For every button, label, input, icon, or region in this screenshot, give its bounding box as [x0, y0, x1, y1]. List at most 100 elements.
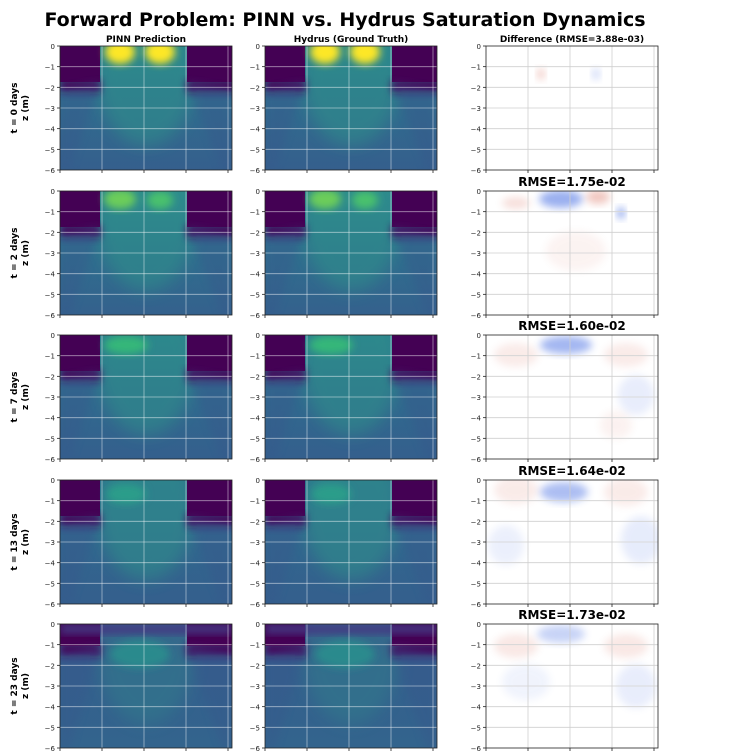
rmse-title: RMSE=1.60e-02 [518, 319, 626, 333]
y-tick-label: −2 [45, 662, 55, 670]
y-tick-label: −2 [45, 373, 55, 381]
y-tick-label: 0 [51, 43, 55, 51]
y-tick-label: −4 [45, 126, 56, 134]
y-tick-label: 0 [51, 477, 55, 485]
y-tick-label: −6 [45, 456, 56, 464]
y-tick-label: −3 [45, 250, 55, 258]
heatmap-field [265, 191, 437, 315]
y-tick-label: −3 [250, 683, 260, 691]
difference-field [486, 480, 658, 604]
y-tick-label: 0 [477, 332, 481, 340]
y-tick-label: −5 [471, 435, 481, 443]
y-tick-label: −6 [45, 601, 56, 609]
y-tick-label: −3 [45, 683, 55, 691]
y-tick-label: −2 [471, 662, 481, 670]
y-tick-label: −2 [250, 84, 260, 92]
y-tick-label: −4 [471, 271, 482, 279]
row-label: t = 13 days [10, 513, 20, 570]
y-tick-label: −1 [471, 64, 481, 72]
y-tick-label: −1 [45, 209, 55, 217]
y-tick-label: −4 [471, 704, 482, 712]
y-tick-label: −3 [250, 105, 260, 113]
y-tick-label: 0 [477, 477, 481, 485]
y-tick-label: −5 [250, 146, 260, 154]
y-axis-label: z (m) [21, 95, 31, 121]
y-tick-label: −3 [45, 105, 55, 113]
y-tick-label: 0 [256, 332, 260, 340]
figure-title: Forward Problem: PINN vs. Hydrus Saturat… [44, 9, 646, 31]
y-tick-label: 0 [256, 477, 260, 485]
y-tick-label: −4 [471, 415, 482, 423]
y-tick-label: −1 [250, 498, 260, 506]
y-tick-label: −1 [250, 64, 260, 72]
row-label: t = 23 days [10, 657, 20, 714]
y-tick-label: −5 [45, 580, 55, 588]
y-tick-label: −5 [45, 146, 55, 154]
y-tick-label: −2 [250, 662, 260, 670]
y-tick-label: 0 [256, 621, 260, 629]
heatmap-field [265, 480, 437, 604]
column-title: PINN Prediction [106, 35, 186, 45]
y-tick-label: −6 [250, 745, 261, 753]
y-tick-label: −6 [250, 456, 261, 464]
y-tick-label: −1 [471, 209, 481, 217]
y-tick-label: −1 [471, 353, 481, 361]
y-tick-label: −5 [45, 291, 55, 299]
heatmap-field [60, 624, 232, 748]
y-tick-label: −6 [471, 456, 482, 464]
heatmap-field [60, 335, 232, 459]
row-label: t = 7 days [10, 372, 20, 423]
y-tick-label: −2 [45, 229, 55, 237]
y-tick-label: −5 [471, 146, 481, 154]
y-tick-label: −1 [45, 498, 55, 506]
y-tick-label: −6 [45, 312, 56, 320]
y-tick-label: −6 [250, 167, 261, 175]
column-title: Difference (RMSE=3.88e-03) [500, 35, 644, 45]
y-tick-label: −6 [45, 745, 56, 753]
rmse-title: RMSE=1.64e-02 [518, 464, 626, 478]
y-tick-label: 0 [477, 188, 481, 196]
y-tick-label: −2 [250, 229, 260, 237]
y-tick-label: −5 [471, 724, 481, 732]
heatmap-field [265, 624, 437, 748]
heatmap-field [265, 335, 437, 459]
y-tick-label: 0 [51, 621, 55, 629]
y-tick-label: −5 [471, 291, 481, 299]
y-tick-label: −4 [45, 271, 56, 279]
y-tick-label: −6 [45, 167, 56, 175]
difference-field [486, 191, 658, 315]
y-tick-label: −5 [45, 724, 55, 732]
row-label: t = 0 days [10, 83, 20, 134]
y-tick-label: −4 [45, 415, 56, 423]
y-tick-label: −2 [45, 84, 55, 92]
y-tick-label: −5 [250, 580, 260, 588]
y-axis-label: z (m) [21, 673, 31, 699]
y-tick-label: −6 [471, 601, 482, 609]
y-tick-label: −5 [45, 435, 55, 443]
y-tick-label: −1 [471, 498, 481, 506]
y-axis-label: z (m) [21, 384, 31, 410]
y-tick-label: −2 [45, 518, 55, 526]
row-label: t = 2 days [10, 228, 20, 279]
rmse-title: RMSE=1.73e-02 [518, 608, 626, 622]
y-tick-label: −2 [250, 518, 260, 526]
y-tick-label: −1 [250, 642, 260, 650]
y-tick-label: −1 [45, 64, 55, 72]
y-tick-label: 0 [477, 43, 481, 51]
y-tick-label: −2 [471, 229, 481, 237]
y-tick-label: −5 [250, 291, 260, 299]
y-tick-label: −4 [250, 126, 261, 134]
y-tick-label: −4 [250, 704, 261, 712]
column-title: Hydrus (Ground Truth) [294, 35, 409, 45]
y-tick-label: 0 [256, 188, 260, 196]
y-tick-label: −3 [471, 539, 481, 547]
y-tick-label: −6 [250, 312, 261, 320]
y-tick-label: −3 [471, 394, 481, 402]
y-tick-label: −3 [250, 250, 260, 258]
y-tick-label: −2 [471, 373, 481, 381]
y-tick-label: −4 [250, 271, 261, 279]
heatmap-field [60, 480, 232, 604]
heatmap-field [265, 46, 437, 170]
y-tick-label: −4 [250, 560, 261, 568]
